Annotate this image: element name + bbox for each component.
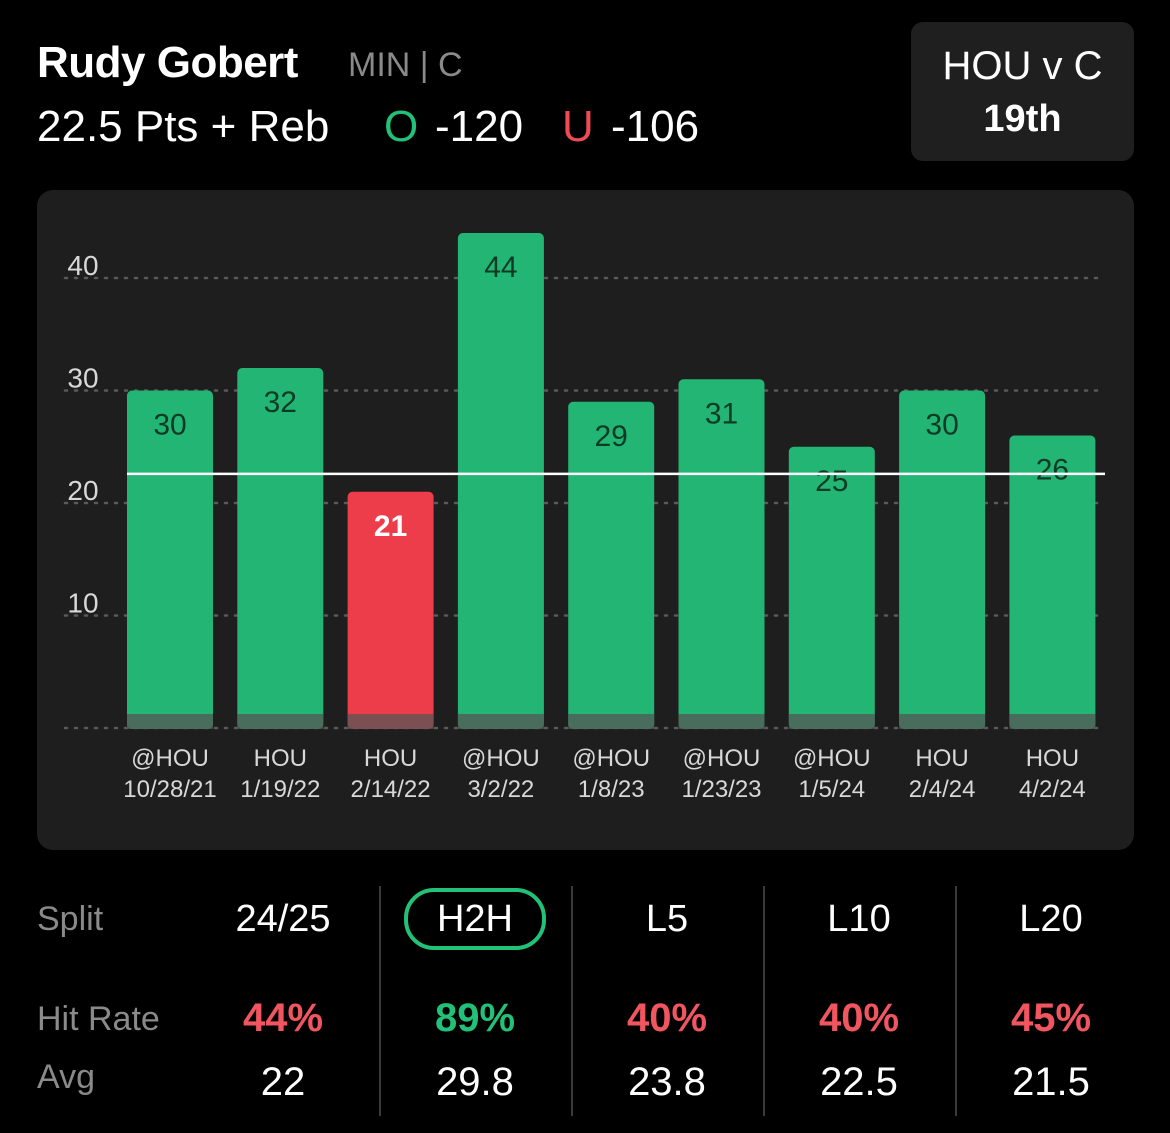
bar-value-label: 21	[374, 510, 407, 543]
x-tick-label: HOU	[915, 745, 968, 772]
x-tick-label: 2/4/24	[909, 776, 976, 803]
hit-rate-label: Hit Rate	[37, 1000, 160, 1038]
prop-line: 22.5 Pts + Reb	[37, 102, 330, 151]
bar-value-label: 31	[705, 397, 738, 430]
x-tick-label: 1/23/23	[681, 776, 761, 803]
avg-value: 22	[260, 1060, 306, 1104]
bar-value-label: 25	[815, 465, 848, 498]
x-tick-label: HOU	[1026, 745, 1079, 772]
bar-base	[237, 714, 324, 729]
under-odds[interactable]: -106	[611, 102, 700, 151]
under-marker: U	[562, 102, 594, 151]
bar-value-label: 30	[153, 409, 186, 442]
split-tab-l10[interactable]: L10	[827, 898, 891, 940]
column-divider	[571, 886, 573, 1116]
y-tick-label: 20	[67, 475, 98, 506]
x-tick-label: 1/19/22	[240, 776, 320, 803]
avg-label: Avg	[37, 1058, 95, 1096]
bar-chart-svg: 10 20 30 40 30 @HOU 10/28/21 32 HOU 1/19/22 21 HOU 2…	[63, 233, 1107, 803]
split-label: Split	[37, 900, 104, 938]
matchup-title: HOU v C	[942, 44, 1103, 88]
x-tick-label: 3/2/22	[468, 776, 535, 803]
matchup-rank: 19th	[983, 98, 1062, 140]
y-tick-label: 10	[67, 588, 98, 619]
x-tick-label: @HOU	[462, 745, 540, 772]
bar-base	[678, 714, 765, 729]
x-tick-label: @HOU	[793, 745, 871, 772]
bar	[678, 379, 765, 729]
bar	[788, 446, 875, 729]
bar-value-label: 44	[484, 251, 517, 284]
avg-value: 29.8	[436, 1060, 514, 1104]
bar-value-label: 26	[1036, 454, 1069, 487]
bar-value-label: 30	[925, 409, 958, 442]
column-divider	[379, 886, 381, 1116]
bar	[237, 368, 324, 729]
split-tab-h2h[interactable]: H2H	[404, 888, 546, 950]
bar-base	[568, 714, 655, 729]
bar-base	[788, 714, 875, 729]
x-tick-label: 10/28/21	[123, 776, 216, 803]
x-tick-label: 1/5/24	[798, 776, 865, 803]
bar	[1009, 435, 1096, 729]
x-tick-label: HOU	[254, 745, 307, 772]
column-divider	[955, 886, 957, 1116]
x-tick-label: 1/8/23	[578, 776, 645, 803]
bar	[347, 491, 434, 729]
x-tick-label: 2/14/22	[351, 776, 431, 803]
y-tick-label: 30	[67, 363, 98, 394]
avg-value: 21.5	[1012, 1060, 1090, 1104]
x-tick-label: @HOU	[572, 745, 650, 772]
bar-value-label: 29	[595, 420, 628, 453]
bar-value-label: 32	[264, 386, 297, 419]
over-odds[interactable]: -120	[435, 102, 524, 151]
player-team-position: MIN | C	[348, 46, 463, 84]
hit-rate-value: 44%	[242, 996, 324, 1040]
over-marker: O	[384, 102, 419, 151]
x-tick-label: HOU	[364, 745, 417, 772]
game-log-chart: 10 20 30 40 30 @HOU 10/28/21 32 HOU 1/19/22 21 HOU 2…	[37, 190, 1134, 850]
bar-base	[347, 714, 434, 729]
split-tab-l20[interactable]: L20	[1019, 898, 1083, 940]
split-tab-24-25[interactable]: 24/25	[235, 898, 331, 940]
x-tick-label: @HOU	[683, 745, 761, 772]
split-tab-l5[interactable]: L5	[645, 898, 689, 940]
hit-rate-value: 40%	[818, 996, 900, 1040]
column-divider	[763, 886, 765, 1116]
hit-rate-value: 45%	[1010, 996, 1092, 1040]
bar	[457, 233, 544, 729]
y-tick-label: 40	[67, 250, 98, 281]
player-name: Rudy Gobert	[37, 38, 298, 87]
bar-base	[127, 714, 213, 729]
hit-rate-value: 89%	[434, 996, 516, 1040]
x-tick-label: @HOU	[131, 745, 209, 772]
bar-base	[1009, 714, 1096, 729]
x-tick-label: 4/2/24	[1019, 776, 1086, 803]
bar-base	[457, 714, 544, 729]
bar-base	[899, 714, 986, 729]
avg-value: 23.8	[628, 1060, 706, 1104]
bar	[568, 401, 655, 729]
matchup-rank-card[interactable]: HOU v C 19th	[911, 22, 1134, 161]
avg-value: 22.5	[820, 1060, 898, 1104]
hit-rate-value: 40%	[626, 996, 708, 1040]
